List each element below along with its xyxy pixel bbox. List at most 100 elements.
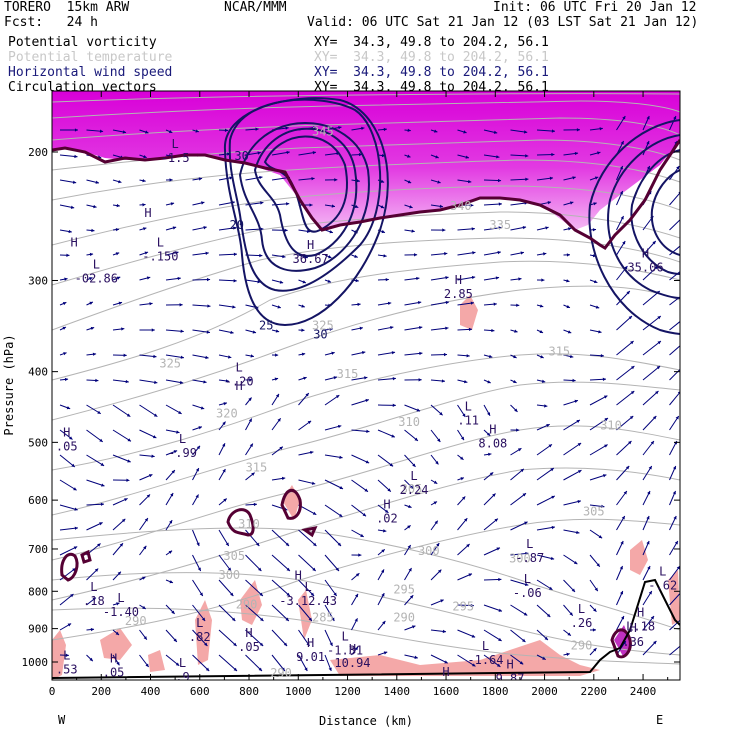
vector-arrowhead <box>566 253 570 257</box>
circulation-vector <box>589 395 608 406</box>
pv-blob <box>298 590 312 640</box>
pv-contour-blob <box>280 489 302 520</box>
circulation-vector <box>589 417 609 431</box>
vector-arrowhead <box>92 597 96 601</box>
theta-contour-label: 300 <box>218 568 240 582</box>
circulation-vector <box>245 579 264 597</box>
vector-arrowhead <box>462 413 466 417</box>
vector-arrowhead <box>681 616 684 619</box>
vector-arrowhead <box>380 179 385 183</box>
vector-arrowhead <box>443 352 448 357</box>
theta-contour-label: 290 <box>393 610 415 624</box>
vector-arrowhead <box>498 577 502 582</box>
pv-contour-blob <box>60 552 79 582</box>
vector-arrowhead <box>577 499 581 504</box>
vector-arrowhead <box>89 657 93 662</box>
theta-contour-label: 305 <box>401 482 423 496</box>
extremum-marker: L <box>196 616 203 630</box>
circulation-vector <box>112 429 132 442</box>
vector-arrowhead <box>621 616 624 620</box>
extremum-value: -.99 <box>168 446 197 460</box>
vector-arrowhead <box>338 513 343 517</box>
vector-arrowhead <box>487 380 491 384</box>
vector-arrowhead <box>204 642 208 646</box>
vector-arrowhead <box>418 378 422 382</box>
circulation-vector <box>192 654 210 672</box>
x-axis-label: Distance (km) <box>319 714 413 728</box>
theta-contour-label: 310 <box>238 517 260 531</box>
vector-arrowhead <box>224 128 229 132</box>
vector-arrowhead <box>338 125 342 130</box>
extremum-value: -1.5 <box>161 151 190 165</box>
vector-arrowhead <box>70 205 75 209</box>
extremum-value: 9.01 <box>296 650 325 664</box>
vector-arrowhead <box>496 155 500 159</box>
vector-arrowhead <box>673 516 677 520</box>
vector-arrowhead <box>602 377 606 381</box>
vector-arrowhead <box>145 663 149 667</box>
vector-arrowhead <box>491 328 495 333</box>
vector-arrowhead <box>540 355 544 359</box>
vector-arrowhead <box>630 366 635 370</box>
vector-arrowhead <box>439 412 443 416</box>
circulation-vector <box>192 604 206 622</box>
vector-arrowhead <box>647 566 651 570</box>
vector-arrowhead <box>516 303 520 307</box>
vector-arrowhead <box>407 525 411 529</box>
vector-arrowhead <box>682 241 685 244</box>
theta-contour <box>52 381 680 516</box>
circulation-vector <box>642 340 662 356</box>
vector-arrowhead <box>522 225 527 230</box>
vector-arrowhead <box>571 588 576 592</box>
vector-arrowhead <box>64 377 69 382</box>
vector-arrowhead <box>178 410 182 414</box>
vector-arrowhead <box>125 379 129 384</box>
vector-arrowhead <box>95 180 99 184</box>
theta-contour-label: 325 <box>312 318 334 332</box>
extremum-marker: H <box>442 665 449 679</box>
vector-arrowhead <box>621 516 625 520</box>
vector-arrowhead <box>360 533 364 537</box>
vector-arrowhead <box>171 610 175 614</box>
vector-arrowhead <box>551 525 555 530</box>
field-label-pv: Potential vorticity <box>8 35 157 50</box>
x-tick-label: 2400 <box>630 685 657 698</box>
vector-arrowhead <box>472 251 476 255</box>
extremum-value: .05 <box>56 440 78 454</box>
vector-arrowhead <box>549 176 554 180</box>
vector-arrowhead <box>460 456 464 460</box>
x-tick-label: 200 <box>91 685 111 698</box>
pv-blob <box>330 640 600 676</box>
circulation-vector <box>669 320 680 331</box>
vector-arrowhead <box>199 592 203 596</box>
vector-arrowhead <box>622 116 626 120</box>
pv-contour-blob <box>80 549 92 564</box>
vector-arrowhead <box>498 608 502 612</box>
vector-arrowhead <box>195 468 199 472</box>
extremum-marker: L <box>410 469 417 483</box>
circulation-vector <box>245 629 264 647</box>
extremum-marker: H <box>307 636 314 650</box>
y-tick-label: 600 <box>28 494 48 507</box>
vector-arrowhead <box>516 428 520 432</box>
vector-arrowhead <box>445 326 449 330</box>
vector-arrowhead <box>604 444 608 448</box>
vector-arrowhead <box>680 366 683 369</box>
vector-arrowhead <box>545 226 549 230</box>
vector-arrowhead <box>648 591 652 595</box>
vector-arrowhead <box>619 566 623 570</box>
extremum-marker: L <box>179 656 186 670</box>
vector-arrowhead <box>260 201 264 205</box>
vector-arrowhead <box>117 571 121 576</box>
vector-arrowhead <box>258 667 262 671</box>
vector-arrowhead <box>520 251 524 255</box>
extremum-value: .9 <box>175 670 189 684</box>
vector-arrowhead <box>444 252 448 256</box>
vector-arrowhead <box>486 432 491 436</box>
vector-arrowhead <box>142 576 146 580</box>
extremum-value: 2.24 <box>400 483 429 497</box>
vector-arrowhead <box>119 543 123 547</box>
vector-arrowhead <box>151 454 155 458</box>
vector-arrowhead <box>90 326 95 331</box>
extremum-marker: L <box>526 537 533 551</box>
